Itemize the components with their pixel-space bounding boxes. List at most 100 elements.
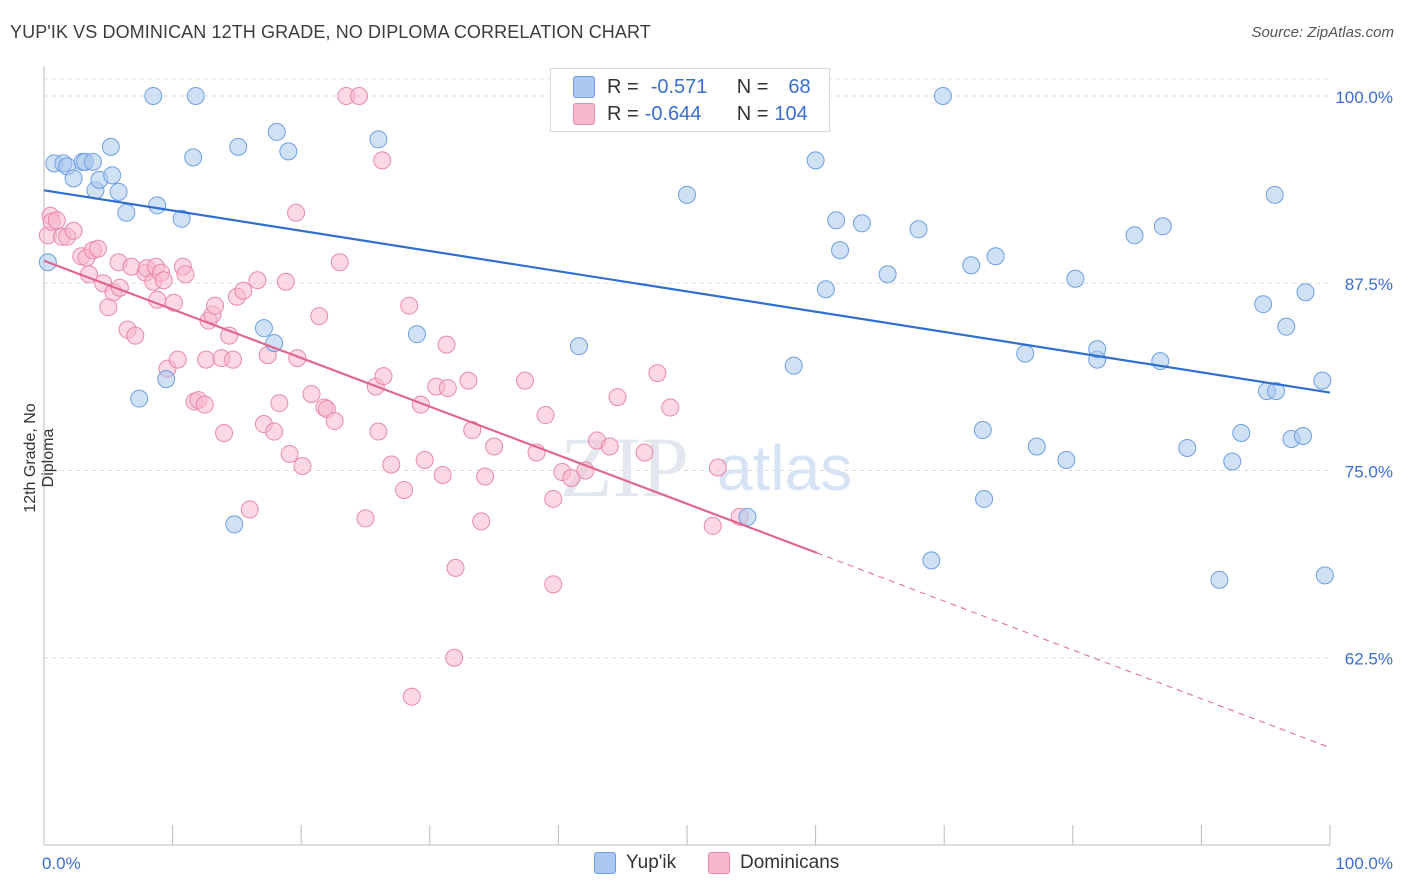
trend-line-dominicans-extrapolated <box>816 552 1331 749</box>
data-point-dominicans <box>234 281 253 300</box>
data-point-yupik <box>172 209 191 228</box>
data-point-dominicans <box>476 467 495 486</box>
x-tick-label: 100.0% <box>1335 854 1393 873</box>
data-point-yupik <box>1027 437 1046 456</box>
series-dominicans <box>38 86 749 706</box>
trend-line-yupik <box>43 189 1331 394</box>
data-point-yupik <box>117 203 136 222</box>
grid-lines <box>44 78 1332 659</box>
data-point-yupik <box>267 122 286 141</box>
data-point-dominicans <box>600 437 619 456</box>
data-point-yupik <box>157 370 176 389</box>
data-point-yupik <box>1178 439 1197 458</box>
legend-r-value: -0.644 <box>644 102 702 125</box>
legend-r-label: R = <box>607 102 639 125</box>
data-point-yupik <box>784 356 803 375</box>
data-point-dominicans <box>438 379 457 398</box>
data-point-dominicans <box>445 648 464 667</box>
data-point-yupik <box>1266 382 1285 401</box>
data-point-yupik <box>83 152 102 171</box>
data-point-dominicans <box>164 293 183 312</box>
data-point-yupik <box>973 421 992 440</box>
data-point-dominicans <box>708 458 727 477</box>
data-point-dominicans <box>515 371 534 390</box>
legend-swatch-yupik <box>573 76 595 98</box>
legend-r-value: -0.571 <box>650 75 708 98</box>
data-point-yupik <box>265 334 284 353</box>
legend-n-label: N = <box>736 102 769 125</box>
series-yupik <box>38 86 1334 589</box>
data-point-dominicans <box>47 211 66 230</box>
y-tick-label: 100.0% <box>1335 88 1393 107</box>
data-point-dominicans <box>703 516 722 535</box>
data-point-yupik <box>806 151 825 170</box>
bottom-legend-label-yupik: Yup'ik <box>626 852 677 873</box>
data-point-dominicans <box>276 272 295 291</box>
legend-n-value: 104 <box>774 102 808 125</box>
data-point-yupik <box>909 220 928 239</box>
data-point-dominicans <box>544 489 563 508</box>
data-point-dominicans <box>270 394 289 413</box>
data-point-yupik <box>1265 185 1284 204</box>
y-axis-label: 12th Grade, No Diploma <box>22 403 57 513</box>
data-point-dominicans <box>608 388 627 407</box>
data-point-yupik <box>1057 450 1076 469</box>
data-point-yupik <box>1296 283 1315 302</box>
data-point-dominicans <box>206 296 225 315</box>
data-point-dominicans <box>302 385 321 404</box>
data-point-yupik <box>933 86 952 105</box>
data-point-yupik <box>184 148 203 167</box>
data-point-yupik <box>229 137 248 156</box>
data-point-dominicans <box>415 450 434 469</box>
data-point-dominicans <box>176 265 195 284</box>
data-point-yupik <box>279 142 298 161</box>
data-point-dominicans <box>562 468 581 487</box>
data-point-dominicans <box>369 422 388 441</box>
data-point-dominicans <box>195 395 214 414</box>
data-point-yupik <box>1210 570 1229 589</box>
data-point-yupik <box>922 551 941 570</box>
data-point-dominicans <box>382 455 401 474</box>
data-point-yupik <box>186 86 205 105</box>
y-tick-label: 62.5% <box>1345 650 1393 669</box>
data-point-yupik <box>827 211 846 230</box>
data-point-dominicans <box>350 86 369 105</box>
y-tick-label: 87.5% <box>1345 275 1393 294</box>
data-point-dominicans <box>64 221 83 240</box>
data-point-yupik <box>254 319 273 338</box>
data-point-yupik <box>369 130 388 149</box>
data-point-dominicans <box>437 335 456 354</box>
data-point-yupik <box>407 325 426 344</box>
bottom-legend-yupik[interactable]: Yup'ik <box>594 852 676 874</box>
x-tick-label: 0.0% <box>42 854 81 873</box>
data-point-yupik <box>852 214 871 233</box>
data-point-yupik <box>101 137 120 156</box>
watermark: ZIP atlas <box>560 419 852 515</box>
data-point-yupik <box>1088 340 1107 359</box>
axes <box>43 66 1331 846</box>
data-point-dominicans <box>648 364 667 383</box>
data-point-yupik <box>1315 566 1334 585</box>
data-point-dominicans <box>154 271 173 290</box>
data-point-yupik <box>1066 269 1085 288</box>
data-point-yupik <box>1125 226 1144 245</box>
data-point-dominicans <box>446 558 465 577</box>
data-point-dominicans <box>215 424 234 443</box>
source-label: Source: ZipAtlas.com <box>1251 24 1394 41</box>
data-point-yupik <box>64 169 83 188</box>
data-point-dominicans <box>293 456 312 475</box>
data-point-dominicans <box>325 412 344 431</box>
data-point-dominicans <box>99 298 118 317</box>
data-point-dominicans <box>374 367 393 386</box>
data-point-yupik <box>144 86 163 105</box>
bottom-legend-swatch-dominicans <box>708 852 730 874</box>
bottom-legend-label-dominicans: Dominicans <box>740 852 840 873</box>
data-point-dominicans <box>395 480 414 499</box>
data-point-dominicans <box>280 445 299 464</box>
bottom-legend-dominicans[interactable]: Dominicans <box>708 852 839 874</box>
data-point-dominicans <box>661 398 680 417</box>
data-point-dominicans <box>197 350 216 369</box>
data-point-yupik <box>130 389 149 408</box>
data-point-dominicans <box>248 271 267 290</box>
